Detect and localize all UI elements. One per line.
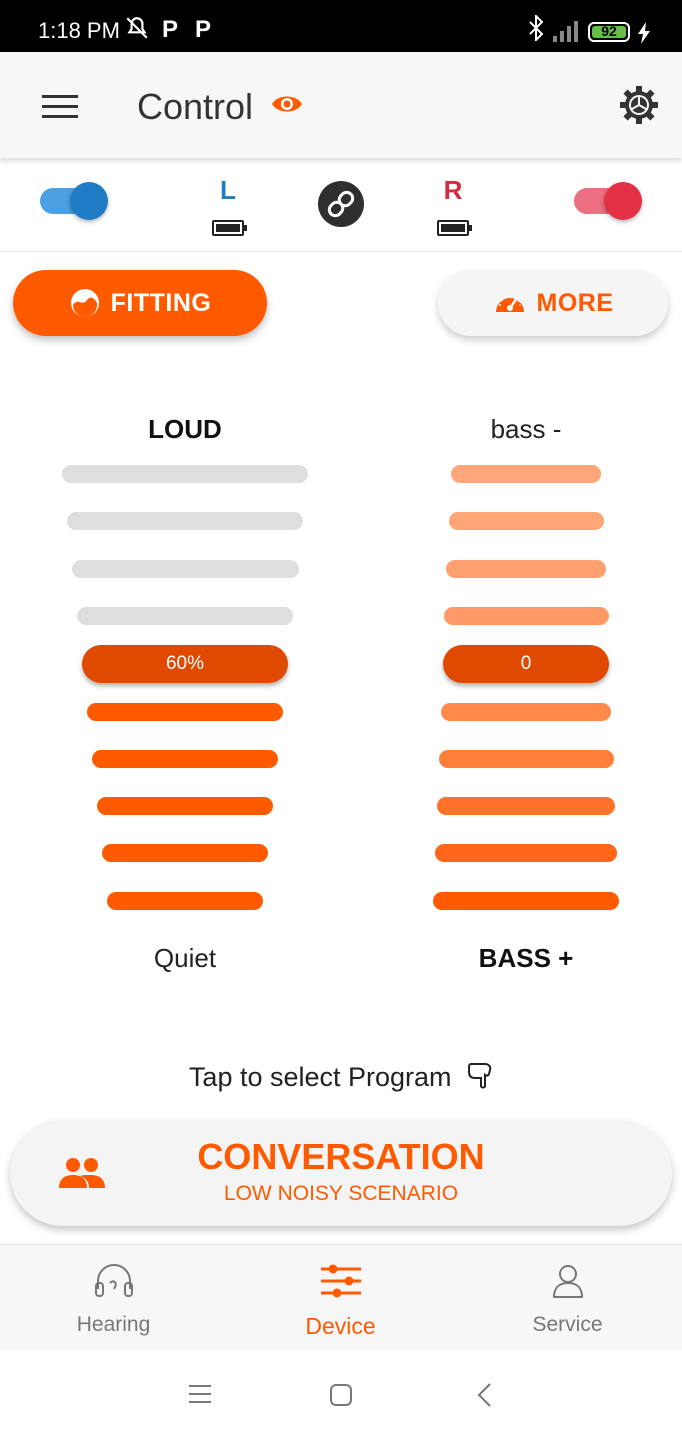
volume-level-bar[interactable]	[102, 844, 268, 862]
bass-level-bar[interactable]	[438, 750, 614, 768]
fitting-label: FITTING	[110, 288, 212, 317]
sliders-icon	[320, 1264, 361, 1298]
status-bar: 1:18 PM P P 92	[0, 0, 682, 52]
bass-level-bar[interactable]	[443, 607, 609, 625]
system-navigation-bar	[0, 1350, 682, 1440]
left-side-label: L	[220, 175, 236, 205]
right-side-label: R	[443, 175, 463, 205]
home-icon[interactable]	[329, 1383, 353, 1407]
left-device-toggle[interactable]	[40, 182, 108, 220]
bass-level-bar[interactable]	[451, 465, 601, 483]
volume-level-bar[interactable]	[67, 512, 303, 530]
p-icon: P	[162, 16, 179, 43]
volume-level-bar[interactable]	[97, 797, 273, 815]
more-label: MORE	[536, 288, 614, 317]
people-icon	[59, 1158, 105, 1188]
program-selector-button[interactable]: CONVERSATION LOW NOISY SCENARIO	[10, 1120, 672, 1226]
tap-hand-icon	[468, 1063, 492, 1089]
bass-level-bar[interactable]	[435, 844, 617, 862]
volume-level-bar[interactable]	[92, 750, 278, 768]
bass-level-bar[interactable]	[433, 892, 619, 910]
program-hint-text: Tap to select Program	[188, 1062, 452, 1092]
nav-item-service[interactable]: Service	[454, 1245, 681, 1351]
p-icon: P	[195, 16, 212, 43]
volume-slider-thumb[interactable]: 60%	[82, 645, 288, 683]
volume-level-bar[interactable]	[87, 703, 283, 721]
person-icon	[552, 1265, 583, 1298]
bass-level-bar[interactable]	[437, 797, 615, 815]
recent-apps-icon[interactable]	[189, 1384, 211, 1404]
nav-label-service: Service	[532, 1313, 603, 1336]
back-icon[interactable]	[476, 1382, 492, 1408]
headphones-icon	[94, 1264, 133, 1297]
link-icon[interactable]	[318, 181, 364, 227]
gear-icon[interactable]	[620, 86, 658, 124]
device-status-row: L R	[0, 160, 682, 252]
volume-bottom-label: Quiet	[153, 943, 217, 973]
program-name: CONVERSATION	[197, 1136, 485, 1177]
right-battery-icon	[437, 220, 472, 236]
fitting-icon	[70, 289, 99, 317]
status-time: 1:18 PM	[38, 18, 120, 43]
nav-label-hearing: Hearing	[76, 1313, 151, 1336]
bluetooth-icon	[529, 15, 544, 41]
nav-label-device: Device	[305, 1313, 376, 1339]
app-bar: Control	[0, 52, 682, 158]
more-button[interactable]: MORE	[438, 270, 668, 336]
eye-icon[interactable]	[270, 92, 304, 116]
charging-icon	[638, 22, 650, 44]
page-title: Control	[137, 86, 254, 127]
program-hint: Tap to select Program	[0, 1060, 682, 1093]
volume-level-bar[interactable]	[71, 560, 299, 578]
left-battery-icon	[212, 220, 247, 236]
volume-level-bar[interactable]	[107, 892, 263, 910]
signal-icon	[553, 21, 578, 42]
bottom-navigation: Hearing Device Service	[0, 1244, 682, 1350]
right-device-toggle[interactable]	[574, 182, 642, 220]
bass-slider-thumb[interactable]: 0	[443, 645, 609, 683]
volume-level-bar[interactable]	[77, 607, 293, 625]
volume-top-label: LOUD	[148, 414, 222, 444]
muted-bell-icon	[126, 17, 148, 39]
bass-level-bar[interactable]	[448, 512, 604, 530]
bass-level-bar[interactable]	[441, 703, 611, 721]
nav-item-hearing[interactable]: Hearing	[0, 1245, 227, 1351]
battery-indicator: 92	[588, 22, 630, 42]
nav-item-device[interactable]: Device	[227, 1245, 454, 1351]
bass-level-bar[interactable]	[446, 560, 606, 578]
menu-icon[interactable]	[42, 95, 78, 118]
speedometer-icon	[495, 295, 524, 312]
program-description: LOW NOISY SCENARIO	[223, 1182, 459, 1205]
bass-top-label: bass -	[490, 414, 562, 444]
volume-level-bar[interactable]	[62, 465, 308, 483]
bass-bottom-label: BASS +	[478, 943, 574, 973]
fitting-button[interactable]: FITTING	[13, 270, 267, 336]
